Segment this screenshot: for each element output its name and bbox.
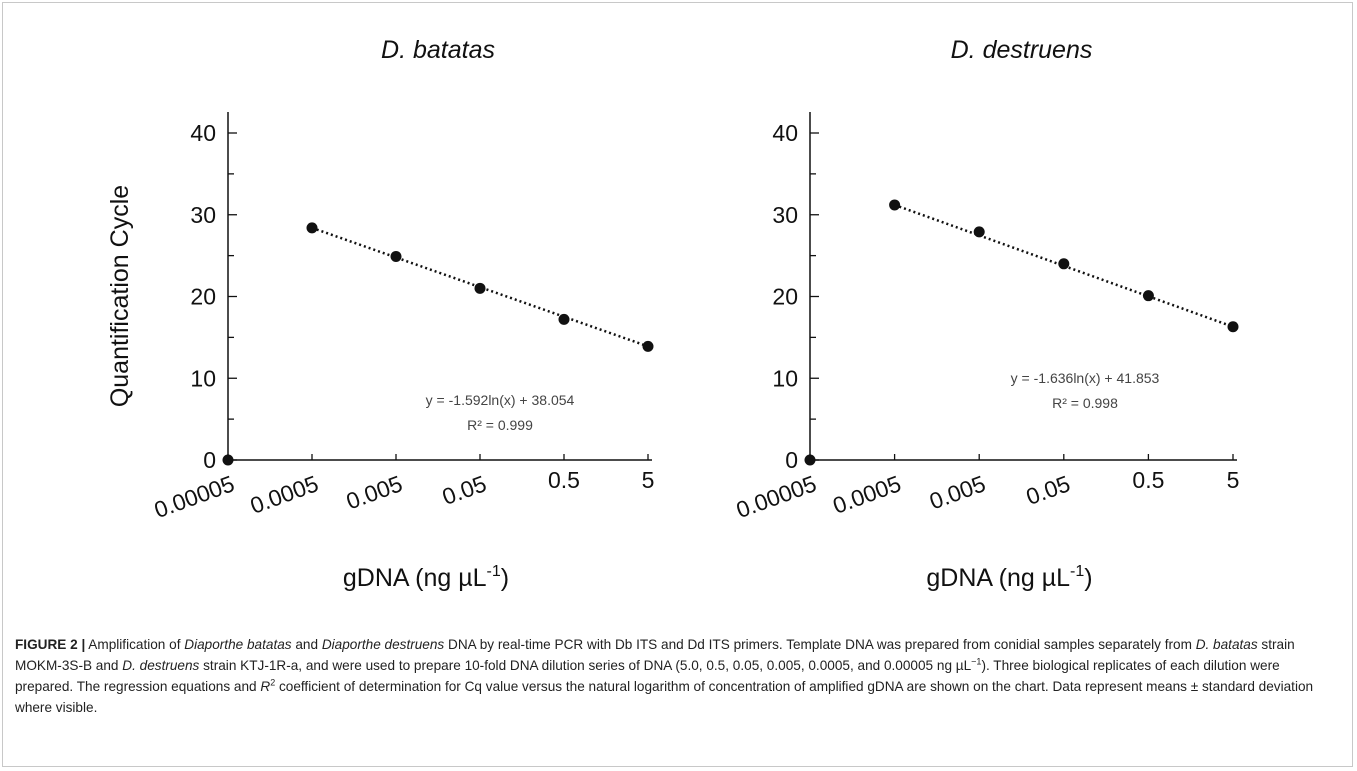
chart0-data-point [642, 340, 654, 352]
chart0-y-tick-label: 20 [190, 284, 216, 310]
caption-segment: −1 [971, 656, 982, 667]
chart1-data-point [1227, 321, 1239, 333]
chart1-y-tick-label: 30 [772, 202, 798, 228]
chart1-y-tick-label: 0 [785, 447, 798, 473]
chart0-regression-equation: y = -1.592ln(x) + 38.054 [426, 392, 575, 408]
chart1-x-tick-label: 0.05 [1023, 470, 1074, 510]
chart1-data-point [804, 454, 816, 466]
caption-segment: and [291, 637, 322, 652]
chart1-data-point [889, 199, 901, 211]
caption-label: FIGURE 2 | [15, 637, 86, 652]
chart1-x-tick-label: 0.005 [926, 470, 989, 514]
chart1-x-axis-title: gDNA (ng µL-1) [926, 563, 1092, 592]
caption-segment: Amplification of [85, 637, 185, 652]
chart1-y-tick-label: 40 [772, 120, 798, 146]
chart1-title: D. destruens [951, 36, 1093, 64]
chart-panel-1: D. destruens 0 10 20 30 40 0.00005 0.0005 0.005 0… [733, 36, 1240, 592]
chart0-data-point [474, 282, 486, 294]
chart0-data-point [222, 454, 234, 466]
chart0-trendline [311, 226, 649, 348]
chart0-y-tick-label: 40 [190, 120, 216, 146]
chart0-r-squared: R² = 0.999 [467, 417, 533, 433]
chart1-data-point [973, 226, 985, 238]
chart0-x-tick-label: 0.5 [548, 467, 580, 493]
caption-segment: 2 [270, 677, 276, 688]
caption-segment: ). Three biological replicates of each d… [15, 658, 1280, 694]
figure-caption: FIGURE 2 | Amplification of Diaporthe ba… [15, 634, 1340, 718]
caption-segment: D. destruens [122, 658, 200, 673]
chart1-r-squared: R² = 0.998 [1052, 395, 1118, 411]
caption-segment: coefficient of determination for Cq valu… [15, 679, 1314, 715]
chart0-data-point [306, 222, 318, 234]
chart1-data-point [1142, 290, 1154, 302]
caption-segment: strain MOKM-3S-B and [15, 637, 1295, 673]
chart0-x-tick-label: 5 [642, 467, 655, 493]
chart0-x-tick-label: 0.00005 [151, 470, 238, 523]
chart1-regression-equation: y = -1.636ln(x) + 41.853 [1011, 370, 1160, 386]
chart1-y-tick-label: 20 [772, 284, 798, 310]
chart0-x-axis-title: gDNA (ng µL-1) [343, 563, 509, 592]
chart1-data-point [1058, 258, 1070, 270]
chart1-x-tick-label: 0.00005 [733, 470, 820, 523]
caption-segment: R [260, 679, 271, 694]
caption-segment: strain KTJ-1R-a, and were used to prepar… [199, 658, 972, 673]
caption-segment: DNA by real-time PCR with Db ITS and Dd … [444, 637, 1196, 652]
chart-panel-0: D. batatas 0 10 20 30 40 0.00005 0.0005 0.005 0.0… [106, 36, 654, 592]
chart0-y-tick-label: 10 [190, 365, 216, 391]
chart0-data-point [558, 313, 570, 325]
chart1-x-tick-label: 0.5 [1132, 467, 1164, 493]
chart0-data-point [390, 250, 402, 262]
caption-segment: Diaporthe destruens [321, 637, 445, 652]
chart0-y-axis-title: Quantification Cycle [106, 185, 134, 407]
chart1-x-tick-label: 0.0005 [829, 470, 904, 518]
chart1-y-tick-label: 10 [772, 365, 798, 391]
chart0-y-tick-label: 30 [190, 202, 216, 228]
caption-segment: D. batatas [1195, 637, 1258, 652]
chart0-y-tick-label: 0 [203, 447, 216, 473]
chart0-x-tick-label: 0.05 [439, 470, 490, 510]
chart0-x-tick-label: 0.005 [343, 470, 406, 514]
caption-segment: Diaporthe batatas [184, 637, 292, 652]
chart1-x-tick-label: 5 [1227, 467, 1240, 493]
chart0-title: D. batatas [381, 36, 495, 64]
chart0-x-tick-label: 0.0005 [247, 470, 322, 518]
